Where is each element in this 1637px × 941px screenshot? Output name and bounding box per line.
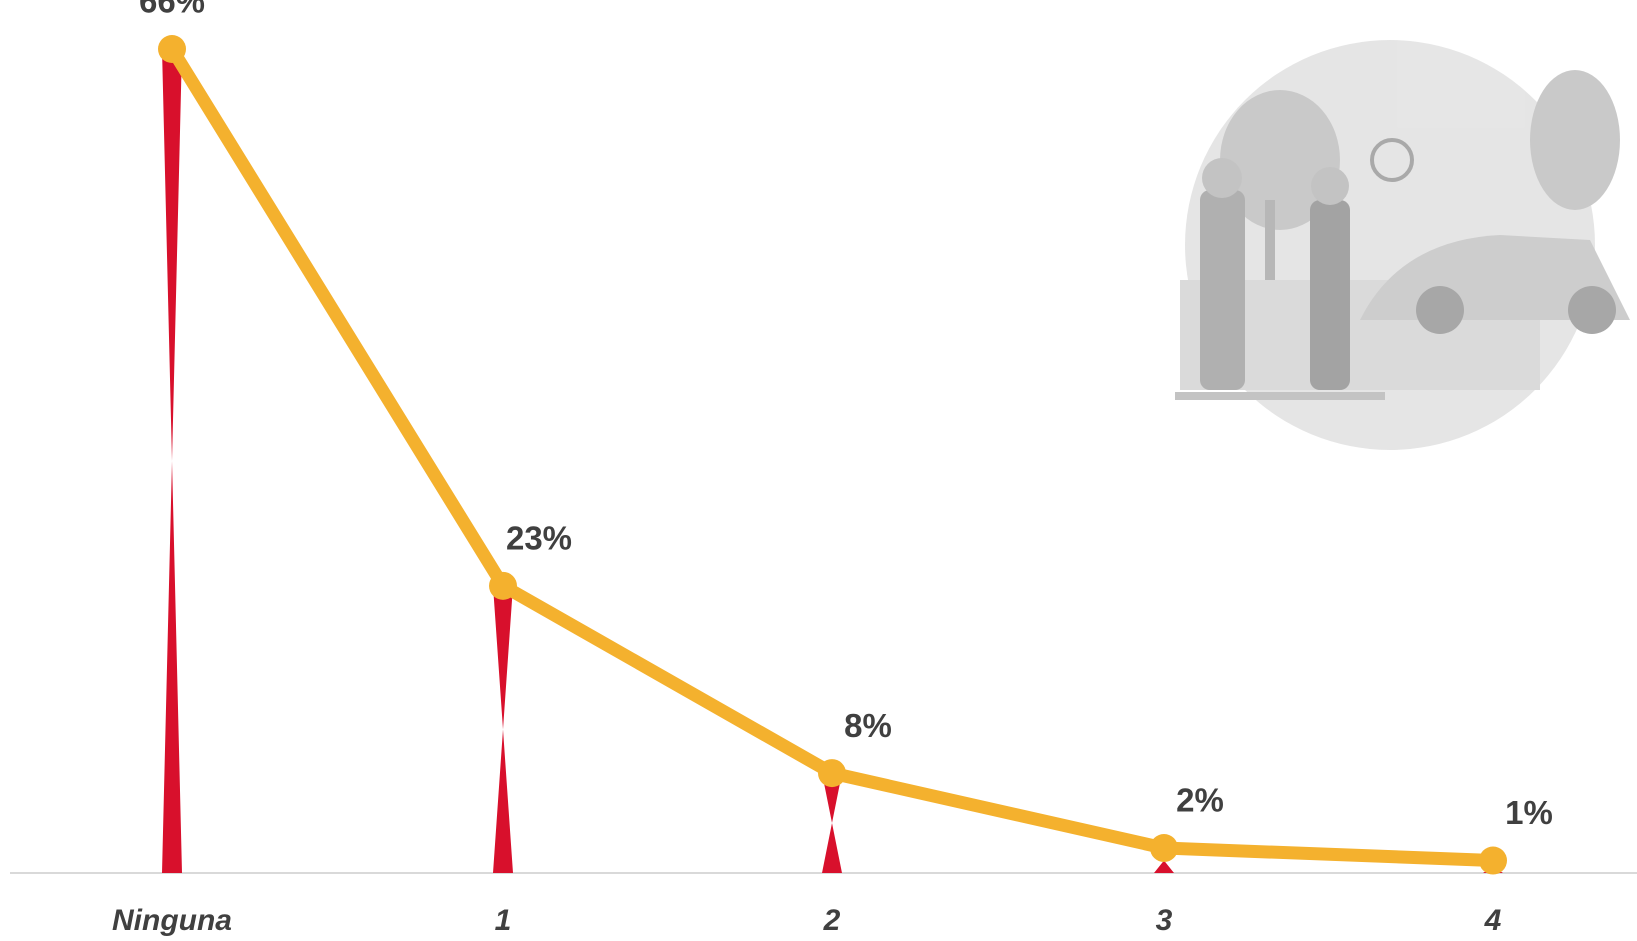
x-tick-label: 1	[495, 904, 512, 937]
value-label: 8%	[844, 707, 892, 744]
bar	[493, 586, 513, 873]
value-label: 1%	[1505, 794, 1553, 831]
bar	[822, 773, 842, 873]
line-marker	[158, 35, 186, 63]
x-tick-label: Ninguna	[112, 904, 232, 937]
chart: 66% Ninguna 23% 1 8% 2 2% 3 1% 4	[0, 0, 1637, 941]
value-label: 23%	[506, 520, 572, 557]
value-label: 2%	[1176, 782, 1224, 819]
x-tick-label: 4	[1484, 904, 1502, 937]
x-tick-label: 3	[1156, 904, 1173, 937]
x-tick-label: 2	[823, 904, 841, 937]
line-marker	[489, 572, 517, 600]
line-marker	[818, 759, 846, 787]
line-marker	[1150, 834, 1178, 862]
line-marker	[1479, 847, 1507, 875]
bar	[162, 49, 182, 873]
value-label: 66%	[139, 0, 205, 20]
illustration	[1175, 40, 1630, 450]
